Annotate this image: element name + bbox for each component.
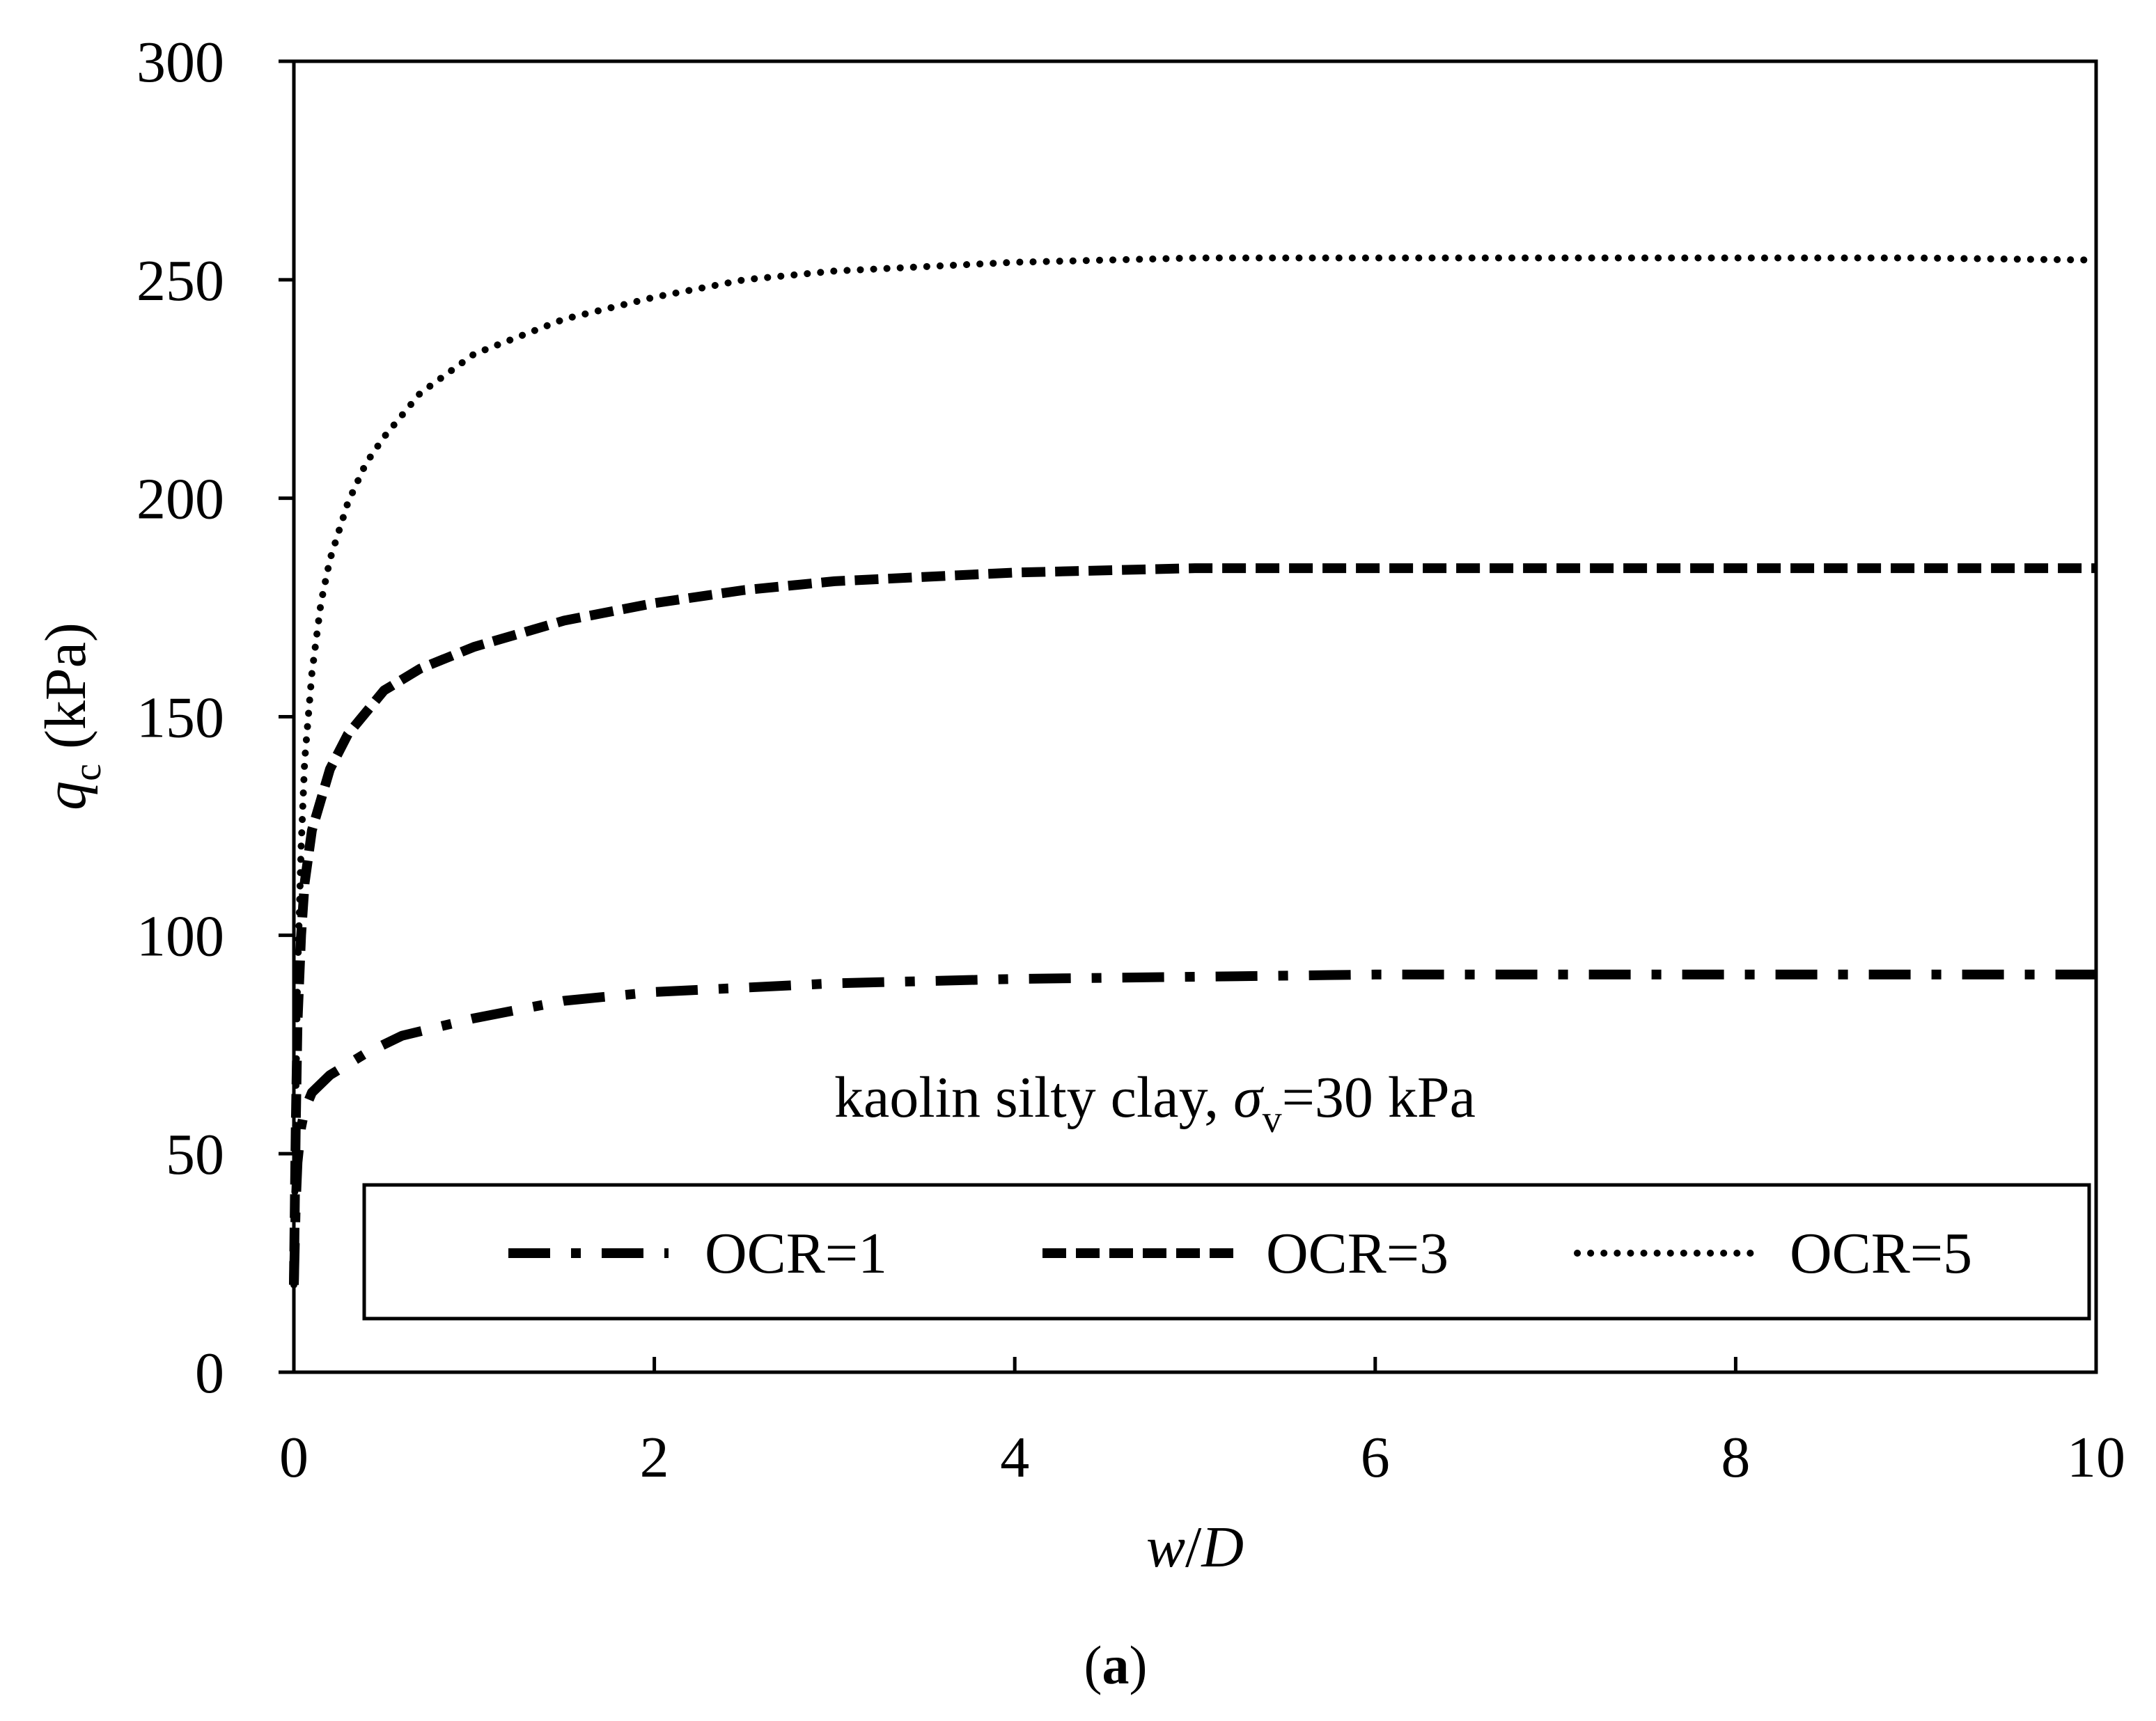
x-tick-label: 10 (2067, 1425, 2125, 1490)
series-line-ocr1 (289, 969, 2096, 1285)
legend: OCR=1 OCR=3 OCR=5 (362, 1183, 2091, 1321)
y-tick-label: 200 (136, 467, 224, 532)
series-line-ocr5 (290, 254, 2100, 1289)
legend-label-ocr3: OCR=3 (1266, 1221, 1448, 1286)
figure-caption: (a) (1084, 1635, 1148, 1695)
x-axis-ticks: 0 2 4 6 8 10 (279, 1357, 2125, 1490)
x-tick-label: 2 (640, 1425, 669, 1490)
y-tick-label: 300 (136, 30, 224, 95)
annotation: kaolin silty clay, σv=30 kPa (834, 1065, 1476, 1141)
annotation-suffix: =30 kPa (1282, 1065, 1476, 1130)
x-tick-label: 4 (1000, 1425, 1029, 1490)
annotation-prefix: kaolin silty clay, (834, 1065, 1233, 1130)
y-tick-label: 250 (136, 249, 224, 313)
legend-label-ocr1: OCR=1 (705, 1221, 887, 1286)
y-tick-label: 0 (195, 1341, 224, 1406)
series-layer (289, 254, 2100, 1289)
annotation-sub: v (1263, 1098, 1282, 1141)
x-tick-label: 8 (1721, 1425, 1750, 1490)
x-axis-title: w/D (1146, 1515, 1244, 1580)
y-tick-label: 100 (136, 904, 224, 968)
y-axis-ticks: 0 50 100 150 200 250 300 (136, 30, 294, 1406)
x-tick-label: 6 (1361, 1425, 1390, 1490)
y-axis-title: qc (kPa) (33, 622, 109, 810)
y-tick-label: 50 (166, 1122, 224, 1187)
annotation-sigma: σ (1233, 1065, 1265, 1130)
y-tick-label: 150 (136, 686, 224, 751)
legend-label-ocr5: OCR=5 (1790, 1221, 1972, 1286)
series-line-ocr3 (289, 563, 2096, 1285)
x-tick-label: 0 (279, 1425, 308, 1490)
